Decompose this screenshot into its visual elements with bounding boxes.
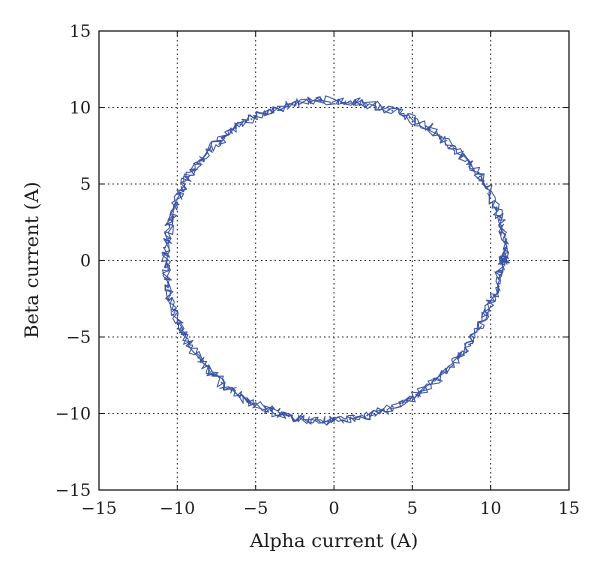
series-point — [383, 409, 385, 412]
series-point — [495, 207, 498, 210]
series-point — [430, 383, 432, 386]
series-point — [331, 419, 334, 422]
series-point — [502, 259, 505, 262]
x-tick-label: −10 — [159, 499, 195, 519]
series-point — [444, 371, 446, 374]
series-point — [179, 192, 182, 194]
series-point — [301, 101, 304, 104]
series-line — [161, 95, 509, 426]
series-layer — [161, 95, 510, 426]
x-tick-label: −15 — [81, 499, 117, 519]
y-tick-label: 15 — [69, 22, 91, 42]
series-point — [221, 137, 224, 140]
series-point — [468, 343, 470, 346]
series-point — [467, 161, 470, 163]
y-axis-label: Beta current (A) — [21, 182, 43, 339]
series-point — [366, 414, 369, 417]
series-point — [399, 402, 402, 405]
series-point — [280, 413, 283, 416]
series-point — [234, 392, 237, 394]
series-point — [492, 294, 495, 297]
x-tick-label: 10 — [480, 499, 502, 519]
series-point — [165, 259, 168, 262]
series-point — [486, 311, 488, 314]
series-point — [169, 294, 171, 297]
series-point — [249, 401, 251, 403]
series-point — [319, 99, 322, 102]
series-point — [179, 327, 182, 329]
series-point — [355, 101, 358, 103]
series-line — [161, 96, 510, 425]
series-point — [501, 224, 503, 227]
series-point — [408, 116, 411, 119]
series-point — [187, 176, 190, 179]
grid — [99, 31, 569, 490]
series-point — [168, 224, 171, 227]
series-point — [478, 328, 480, 330]
x-tick-label: 5 — [407, 499, 418, 519]
series-point — [264, 408, 267, 411]
series-point — [349, 418, 351, 420]
series-point — [373, 104, 376, 107]
series-point — [266, 110, 269, 113]
x-axis-label: Alpha current (A) — [249, 530, 418, 552]
x-tick-label: 0 — [329, 499, 340, 519]
series-point — [235, 127, 238, 129]
series-point — [173, 208, 175, 210]
series-point — [456, 358, 459, 360]
series-point — [165, 242, 168, 244]
series-point — [208, 149, 211, 152]
series-line — [161, 96, 510, 425]
series-point — [455, 147, 457, 150]
series-point — [391, 109, 394, 112]
series-point — [505, 259, 508, 262]
series-point — [173, 311, 176, 313]
y-tick-label: −5 — [66, 328, 91, 348]
series-point — [297, 417, 300, 420]
series-point — [479, 175, 481, 178]
y-tick-label: −10 — [55, 405, 91, 425]
series-point — [197, 356, 200, 359]
series-point — [488, 191, 491, 194]
series-point — [497, 277, 500, 279]
x-tick-label: −5 — [243, 499, 268, 519]
series-point — [337, 99, 340, 102]
series-point — [166, 277, 169, 279]
series-point — [425, 125, 427, 128]
y-tick-label: 0 — [80, 252, 91, 272]
series-point — [197, 162, 199, 165]
series-point — [208, 369, 211, 372]
y-tick-label: −15 — [55, 481, 91, 501]
x-tick-label: 15 — [558, 499, 580, 519]
series-point — [314, 419, 317, 422]
series-point — [500, 259, 503, 262]
series-point — [250, 118, 253, 120]
ticks: −15 −10 −5 0 5 10 15 −15 −10 −5 0 5 10 15 — [55, 22, 580, 519]
series-point — [283, 105, 286, 108]
series-point — [504, 242, 507, 244]
y-tick-label: 5 — [80, 175, 91, 195]
series-point — [220, 381, 223, 384]
series-point — [440, 135, 443, 138]
y-tick-label: 10 — [69, 99, 91, 119]
series-point — [187, 342, 190, 345]
series-point — [415, 393, 418, 396]
